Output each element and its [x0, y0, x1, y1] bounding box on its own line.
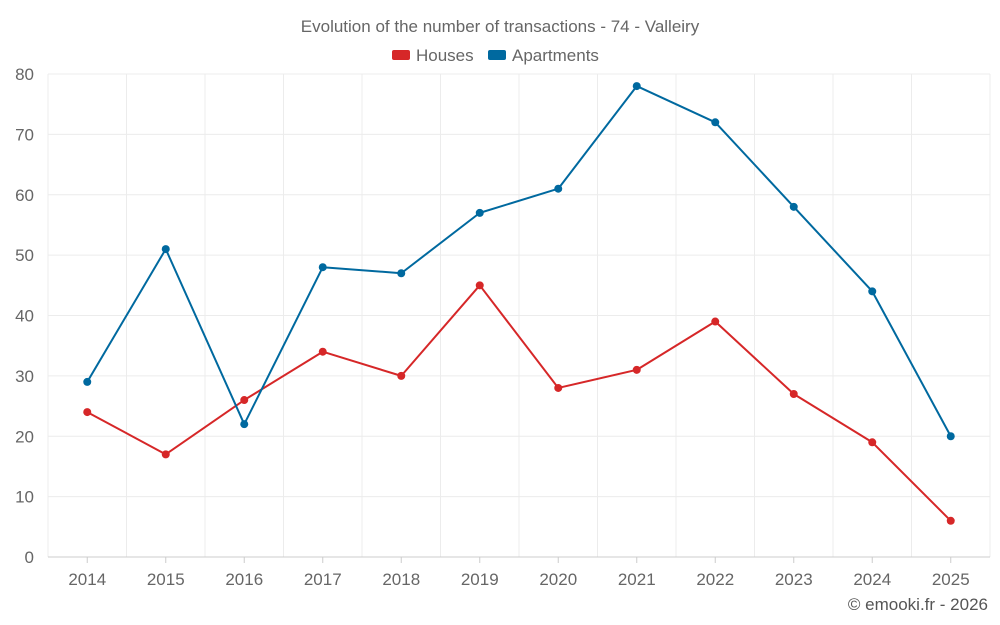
- credit-text: © emooki.fr - 2026: [848, 595, 988, 614]
- data-point-apartments[interactable]: [711, 118, 720, 127]
- y-tick-label: 30: [15, 367, 34, 386]
- legend-label-apartments: Apartments: [512, 46, 599, 65]
- legend-label-houses: Houses: [416, 46, 474, 65]
- x-tick-label: 2018: [382, 570, 420, 589]
- y-tick-label: 10: [15, 488, 34, 507]
- data-point-apartments[interactable]: [868, 287, 877, 296]
- y-tick-label: 50: [15, 246, 34, 265]
- data-point-apartments[interactable]: [240, 420, 249, 429]
- data-point-houses[interactable]: [632, 365, 641, 374]
- x-tick-label: 2020: [539, 570, 577, 589]
- x-tick-label: 2015: [147, 570, 185, 589]
- y-tick-label: 20: [15, 427, 34, 446]
- data-point-houses[interactable]: [789, 389, 798, 398]
- legend-swatch-apartments: [488, 50, 506, 60]
- data-point-apartments[interactable]: [946, 432, 955, 441]
- data-point-houses[interactable]: [711, 317, 720, 326]
- x-axis: 2014 2015 2016 2017 2018 2019 2020 2021 2022 2023…: [48, 556, 990, 589]
- y-tick-label: 40: [15, 307, 34, 326]
- y-tick-label: 80: [15, 65, 34, 84]
- x-tick-label: 2022: [696, 570, 734, 589]
- data-point-apartments[interactable]: [161, 245, 170, 254]
- x-tick-label: 2023: [775, 570, 813, 589]
- x-tick-label: 2019: [461, 570, 499, 589]
- data-point-apartments[interactable]: [554, 184, 563, 193]
- data-point-houses[interactable]: [868, 438, 877, 447]
- data-point-houses[interactable]: [318, 347, 327, 356]
- data-point-apartments[interactable]: [632, 82, 641, 91]
- grid: [47, 73, 991, 557]
- y-axis: 0 10 20 30 40 50 60 70 80: [15, 65, 34, 567]
- x-tick-label: 2016: [225, 570, 263, 589]
- x-tick-label: 2017: [304, 570, 342, 589]
- data-point-houses[interactable]: [161, 450, 170, 459]
- series-line-apartments: [86, 85, 952, 437]
- data-point-houses[interactable]: [946, 516, 955, 525]
- y-tick-label: 70: [15, 125, 34, 144]
- legend-swatch-houses: [392, 50, 410, 60]
- legend: Houses Apartments: [392, 46, 599, 65]
- series-line-houses: [86, 284, 952, 522]
- x-tick-label: 2025: [932, 570, 970, 589]
- x-tick-label: 2021: [618, 570, 656, 589]
- x-tick-label: 2024: [853, 570, 891, 589]
- data-point-houses[interactable]: [475, 281, 484, 290]
- data-point-houses[interactable]: [554, 383, 563, 392]
- data-point-apartments[interactable]: [789, 202, 798, 211]
- data-point-apartments[interactable]: [83, 377, 92, 386]
- data-point-apartments[interactable]: [397, 269, 406, 278]
- data-point-houses[interactable]: [240, 396, 249, 405]
- series-layer: [83, 82, 955, 525]
- x-tick-label: 2014: [68, 570, 106, 589]
- data-point-apartments[interactable]: [318, 263, 327, 272]
- chart-title: Evolution of the number of transactions …: [301, 17, 700, 36]
- data-point-apartments[interactable]: [475, 208, 484, 217]
- y-tick-label: 60: [15, 186, 34, 205]
- y-tick-label: 0: [25, 548, 34, 567]
- data-point-houses[interactable]: [83, 408, 92, 417]
- data-point-houses[interactable]: [397, 371, 406, 380]
